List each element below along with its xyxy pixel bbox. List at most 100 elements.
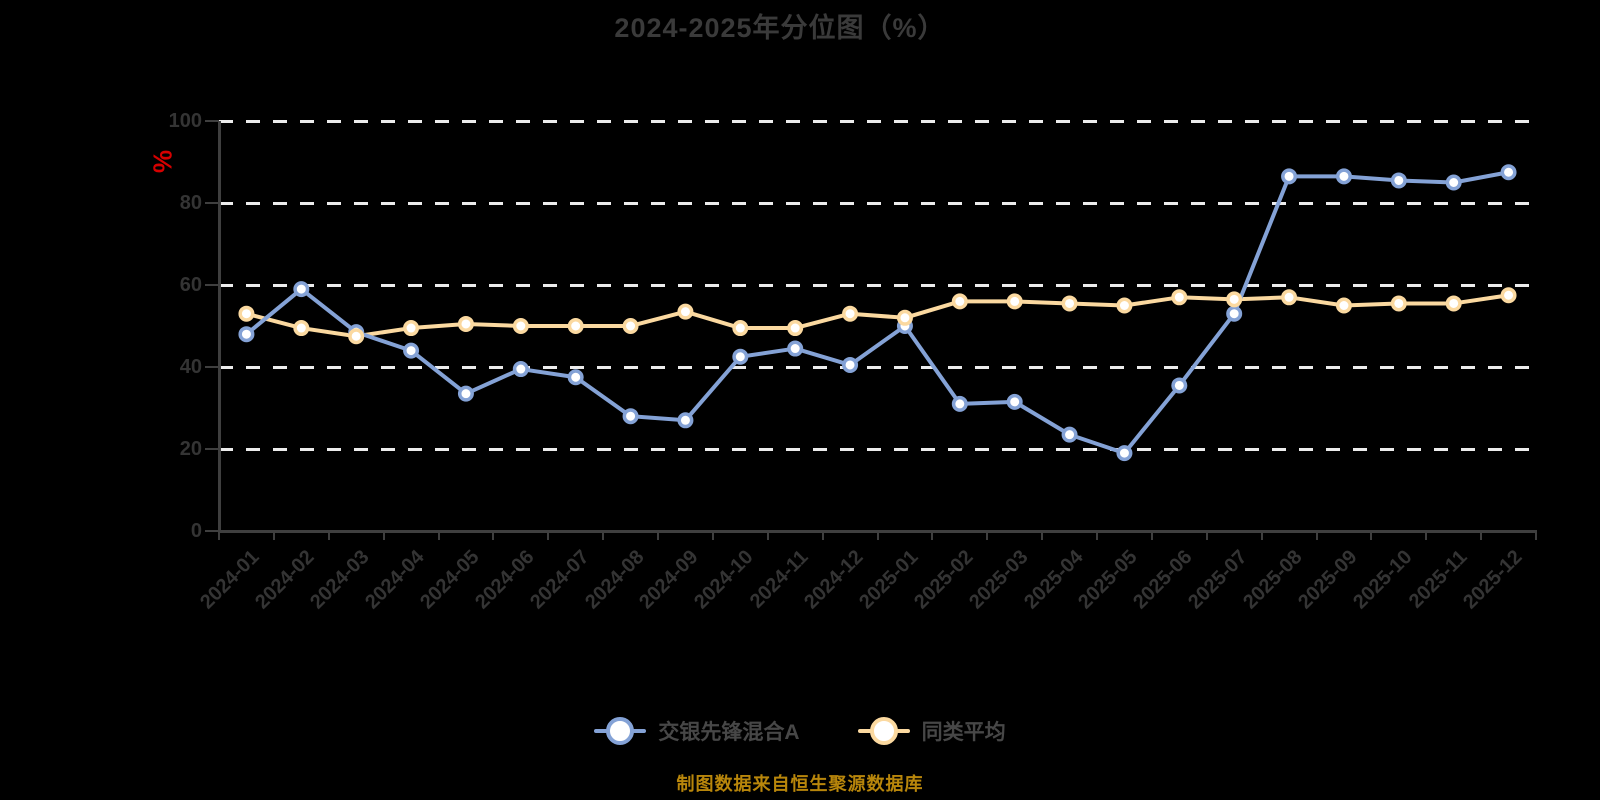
legend-marker-fund-icon: [594, 717, 647, 745]
gridline: [219, 447, 1536, 451]
x-axis-tick: [1041, 531, 1044, 540]
peer-avg-series-marker: [403, 320, 420, 337]
y-axis-tick: [205, 120, 219, 122]
x-axis-tick: [931, 531, 934, 540]
x-axis-tick: [218, 531, 220, 540]
x-axis-tick: [876, 531, 879, 540]
fund-series-marker: [1006, 393, 1023, 410]
fund-series-marker: [1500, 164, 1517, 181]
fund-series-marker: [1390, 172, 1407, 189]
fund-series-marker: [512, 361, 529, 378]
fund-series-marker: [1171, 377, 1188, 394]
x-axis-tick: [272, 531, 275, 540]
y-axis-line: [218, 121, 221, 531]
x-axis-tick: [547, 531, 550, 540]
peer-avg-series-marker: [1116, 297, 1133, 314]
legend-item-fund[interactable]: 交银先锋混合A: [594, 716, 800, 746]
y-axis-tick-label: 20: [179, 438, 202, 460]
y-axis-tick-label: 100: [168, 110, 202, 132]
legend-circle-icon: [606, 717, 635, 745]
x-axis-tick: [657, 531, 659, 540]
peer-avg-series-marker: [1445, 295, 1462, 312]
fund-series-line: [244, 170, 1511, 456]
peer-avg-series-marker: [293, 320, 310, 337]
peer-avg-series-marker: [787, 320, 804, 337]
peer-avg-series-marker: [567, 318, 584, 334]
peer-avg-series-marker: [842, 305, 859, 322]
peer-avg-series-marker: [732, 320, 749, 337]
x-axis-tick: [1425, 531, 1428, 540]
peer-avg-series-line: [244, 293, 1511, 339]
y-axis-tick-label: 0: [190, 520, 202, 542]
gridline: [219, 365, 1536, 369]
peer-avg-series-marker: [1006, 293, 1023, 310]
legend-item-peer-avg[interactable]: 同类平均: [857, 716, 1006, 746]
fund-series-marker: [1061, 426, 1078, 443]
x-axis-tick: [986, 531, 989, 540]
gridline: [219, 119, 1536, 123]
peer-avg-series-marker: [677, 303, 694, 320]
y-axis-tick-label: 40: [179, 356, 202, 378]
y-axis-tick: [205, 448, 219, 450]
peer-avg-series-marker: [951, 293, 968, 310]
x-axis-tick: [766, 531, 769, 540]
peer-avg-series-marker: [1171, 289, 1188, 306]
fund-series-marker: [1281, 168, 1298, 185]
y-axis-tick: [205, 530, 219, 532]
y-axis-tick: [205, 366, 219, 368]
peer-avg-series-marker: [457, 315, 474, 332]
fund-series-marker: [677, 412, 694, 429]
y-axis-tick: [205, 284, 219, 286]
x-axis-tick: [821, 531, 824, 540]
fund-series-marker: [403, 342, 420, 359]
x-axis-tick: [492, 531, 495, 540]
peer-avg-series-marker: [512, 318, 529, 334]
fund-series-marker: [1116, 445, 1133, 462]
peer-avg-series-marker: [896, 309, 913, 326]
legend-label-peer-avg: 同类平均: [921, 721, 1006, 744]
legend-label-fund: 交银先锋混合A: [658, 721, 800, 744]
x-axis-tick: [437, 531, 440, 540]
fund-series-marker: [567, 369, 584, 386]
x-axis-tick: [711, 531, 714, 540]
fund-series-marker: [842, 356, 859, 373]
chart-title: 2024-2025年分位图（%）: [614, 13, 946, 43]
x-axis-tick: [1150, 531, 1153, 540]
x-axis-tick: [1535, 531, 1537, 540]
x-axis-tick: [602, 531, 605, 540]
legend-circle-icon: [869, 717, 898, 745]
y-axis-tick-label: 60: [179, 274, 202, 296]
peer-avg-series-marker: [1390, 295, 1407, 312]
legend-marker-peer-avg-icon: [857, 717, 910, 745]
fund-series-marker: [951, 395, 968, 412]
fund-series-marker: [1226, 305, 1243, 322]
peer-avg-series-marker: [1335, 297, 1352, 314]
y-axis-tick: [205, 202, 219, 204]
x-axis-tick: [1260, 531, 1263, 540]
peer-avg-series-marker: [1061, 295, 1078, 312]
x-axis-tick: [1370, 531, 1373, 540]
fund-series-marker: [238, 326, 255, 343]
fund-series-marker: [1335, 168, 1352, 185]
fund-series-marker: [293, 281, 310, 298]
peer-avg-series-marker: [1226, 291, 1243, 308]
x-axis-tick: [1096, 531, 1098, 540]
legend: 交银先锋混合A 同类平均: [0, 716, 1600, 746]
fund-series-marker: [457, 385, 474, 402]
fund-series-marker: [787, 340, 804, 357]
fund-series-marker: [732, 348, 749, 365]
peer-avg-series-marker: [622, 318, 639, 334]
peer-avg-series-marker: [1281, 289, 1298, 306]
x-axis-tick: [327, 531, 330, 540]
data-source-note: 制图数据来自恒生聚源数据库: [676, 774, 924, 794]
x-axis-tick: [1480, 531, 1483, 540]
fund-series-marker: [1445, 174, 1462, 191]
peer-avg-series-marker: [348, 328, 365, 345]
x-axis-tick: [1315, 531, 1318, 540]
peer-avg-series-marker: [238, 305, 255, 322]
x-axis-tick: [1205, 531, 1208, 540]
gridline: [219, 201, 1536, 205]
